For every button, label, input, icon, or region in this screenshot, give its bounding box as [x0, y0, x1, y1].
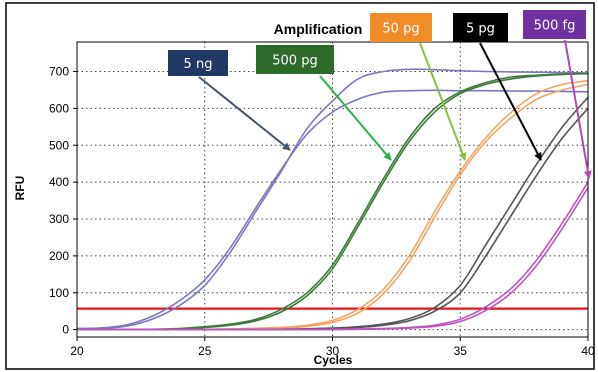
- x-tick-label: 20: [70, 344, 84, 358]
- series-label-box: [256, 45, 334, 74]
- annotation-arrow-50-pg: [419, 42, 467, 161]
- series-label-box: [523, 10, 586, 39]
- series-line-5-ng: [76, 68, 589, 330]
- y-tick-label: 400: [49, 175, 69, 189]
- y-tick-label: 0: [62, 323, 69, 337]
- series-label-text: 50 pg: [382, 22, 419, 37]
- x-axis-title: Cycles: [314, 353, 353, 367]
- x-tick-label: 25: [198, 344, 212, 358]
- y-axis-ticks: 0 100 200 300 400 500 600 700: [49, 65, 77, 337]
- annotation-arrow-500-fg: [564, 39, 592, 179]
- series-label-text: 500 pg: [272, 54, 317, 69]
- y-tick-label: 700: [49, 65, 69, 79]
- series-label-text: 500 fg: [534, 19, 576, 34]
- series-group: [76, 68, 589, 331]
- x-axis-ticks: 20 25 30 35 40: [70, 337, 595, 358]
- series-line-5-ng: [76, 89, 589, 330]
- annotation-arrow-5-pg: [479, 42, 542, 161]
- chart-frame: [5, 2, 595, 370]
- series-label-text: 5 ng: [184, 57, 213, 72]
- x-tick-label: 30: [326, 344, 340, 358]
- y-axis-title: RFU: [13, 176, 27, 201]
- series-line-500-fg: [76, 187, 589, 331]
- series-labels: 5 ng 500 pg 50 pg 5 pg 500 fg: [168, 10, 586, 76]
- series-line-500-pg: [76, 72, 589, 331]
- series-label-box: [370, 13, 432, 42]
- series-label-box: [453, 13, 508, 42]
- y-tick-label: 100: [49, 286, 69, 300]
- y-tick-label: 200: [49, 249, 69, 263]
- annotation-arrow-5-ng: [198, 76, 291, 151]
- series-label-box: [168, 50, 228, 76]
- y-tick-label: 300: [49, 212, 69, 226]
- annotation-arrows: [198, 39, 592, 179]
- x-tick-label: 40: [581, 344, 595, 358]
- annotation-arrow-500-pg: [319, 75, 392, 161]
- y-tick-label: 500: [49, 138, 69, 152]
- chart-title: Amplification: [274, 21, 363, 37]
- x-tick-label: 35: [454, 344, 468, 358]
- series-label-text: 5 pg: [466, 22, 495, 37]
- y-tick-label: 600: [49, 101, 69, 115]
